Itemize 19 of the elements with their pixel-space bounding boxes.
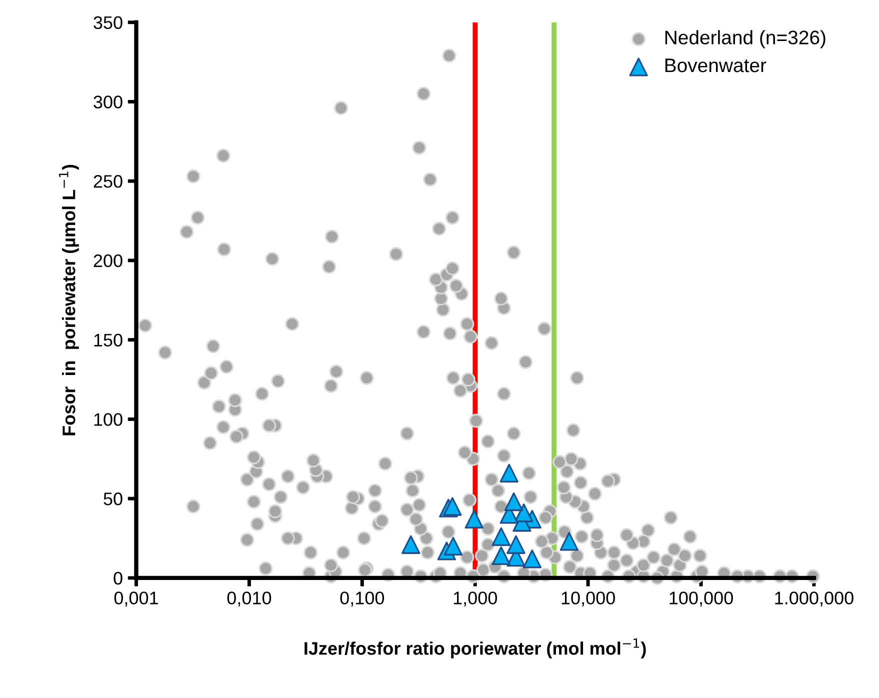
x-tick-label: 100,000 [670,592,733,607]
x-tick-label: 1,000 [454,592,497,607]
y-tick-label: 200 [94,254,122,268]
legend-label: Bovenwater [665,58,766,72]
x-tick-label: 1.000,000 [775,592,854,607]
y-tick-label: 100 [94,413,122,426]
x-tick-label: 0,100 [340,592,384,607]
y-tick-label: 50 [104,492,122,506]
x-tick-label: 0,010 [227,592,272,607]
y-tick-label: 300 [94,96,122,108]
y-axis-title: Fosor in poriewater (µmol L$^{−1}$) [59,164,79,436]
legend-label: Nederland (n=326) [665,30,826,48]
x-axis-title: IJzer/fosfor ratio poriewater (mol mol$^{−1}$) [304,638,646,658]
y-tick-label: 250 [94,175,122,188]
x-tick-label: 10,000 [562,592,615,607]
y-tick-label: 350 [94,16,122,30]
y-tick-label: 150 [94,334,122,347]
y-tick-label: 0 [114,572,122,585]
x-tick-label: 0,001 [114,592,158,607]
